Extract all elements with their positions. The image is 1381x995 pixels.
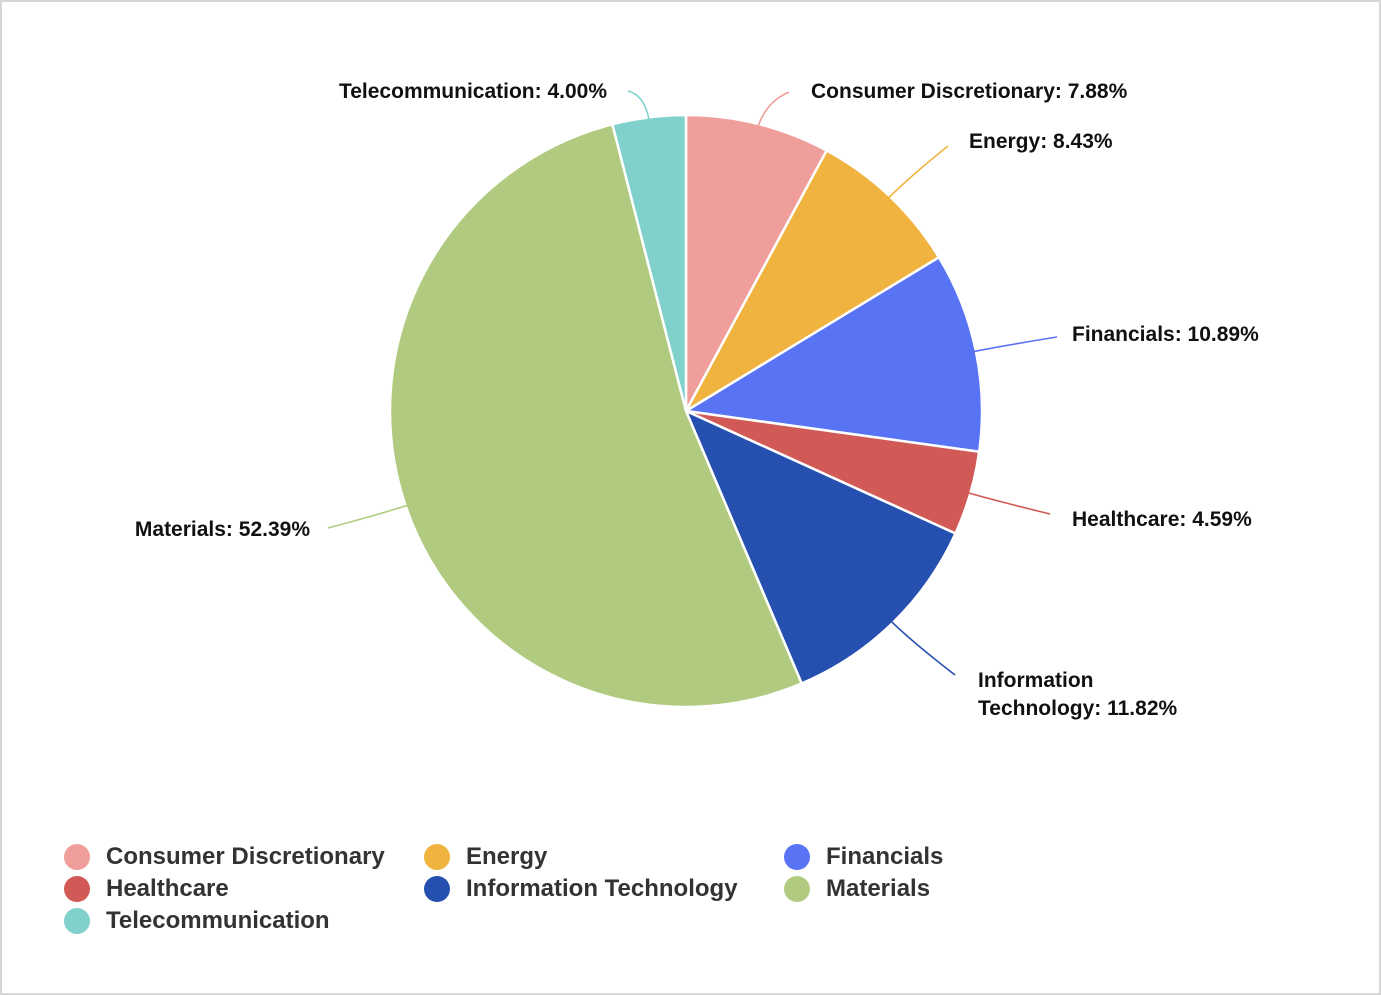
legend-label: Information Technology [466,874,738,902]
legend-item-energy[interactable]: Energy [424,843,784,870]
leader-line-information-technology [886,616,956,676]
leader-lines [327,90,1058,676]
leader-line-financials [967,336,1058,354]
legend-item-healthcare[interactable]: Healthcare [64,875,424,902]
legend-label: Consumer Discretionary [106,842,385,870]
slice-label-energy: Energy: 8.43% [969,130,1113,153]
legend-item-materials[interactable]: Materials [784,875,1064,902]
legend-label: Healthcare [106,874,229,902]
slice-label-healthcare: Healthcare: 4.59% [1072,508,1252,531]
legend-swatch [784,843,810,870]
pie-slices [388,113,984,709]
legend-item-consumer-discretionary[interactable]: Consumer Discretionary [64,843,424,870]
legend-swatch [424,875,450,902]
legend-swatch [64,875,90,902]
leader-line-consumer-discretionary [755,91,790,132]
slice-label-materials: Materials: 52.39% [135,518,310,541]
legend-label: Telecommunication [106,906,330,934]
legend-item-telecommunication[interactable]: Telecommunication [64,907,424,934]
legend-swatch [64,907,90,934]
legend-swatch [784,875,810,902]
slice-label-consumer-discretionary: Consumer Discretionary: 7.88% [811,80,1128,103]
legend-item-information-technology[interactable]: Information Technology [424,875,784,902]
leader-line-healthcare [962,490,1051,515]
legend: Consumer Discretionary Energy Financials… [64,843,1064,934]
legend-item-financials[interactable]: Financials [784,843,1064,870]
legend-label: Energy [466,842,548,870]
legend-swatch [64,843,90,870]
legend-label: Financials [826,842,944,870]
leader-line-energy [883,145,949,203]
legend-label: Materials [826,874,931,902]
leader-line-materials [327,502,414,529]
slice-label-telecommunication: Telecommunication: 4.00% [339,80,607,103]
legend-swatch [424,843,450,870]
leader-line-telecommunication [627,90,651,126]
slice-labels: Consumer Discretionary: 7.88% Energy: 8.4… [135,80,1259,720]
slice-label-financials: Financials: 10.89% [1072,323,1259,346]
slice-label-information-technology: Information Technology: 11.82% [978,669,1177,720]
